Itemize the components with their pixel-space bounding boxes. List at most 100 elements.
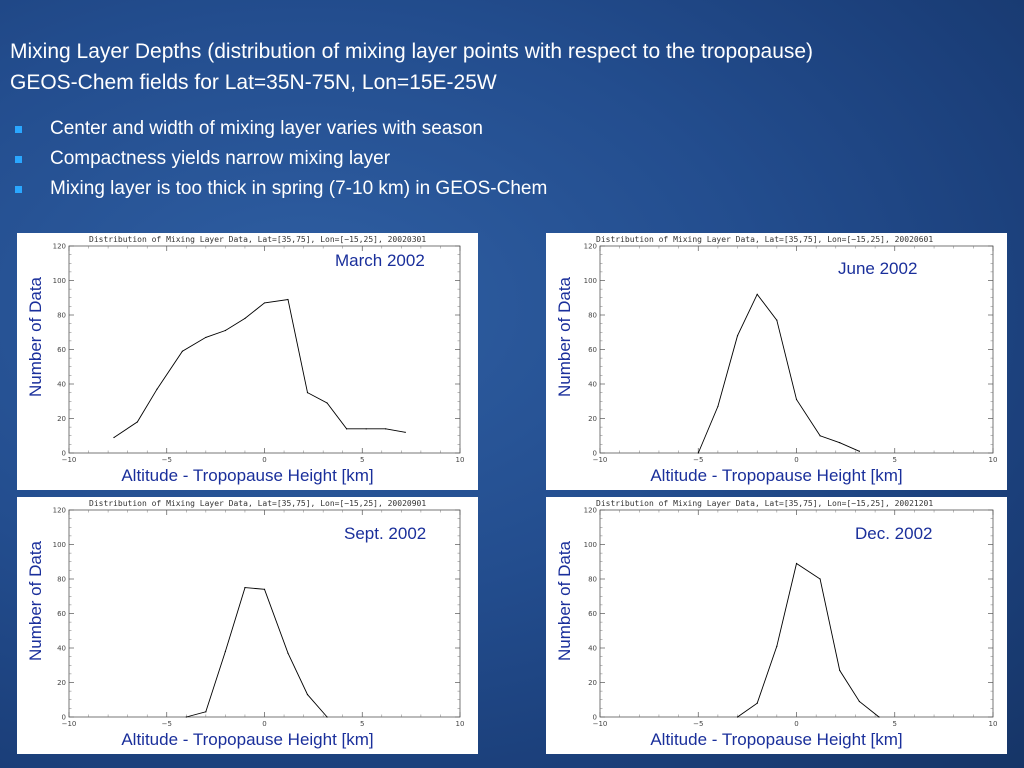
x-tick-label: 10	[989, 456, 998, 464]
x-tick-label: 0	[794, 720, 798, 728]
x-tick-label: 0	[262, 456, 266, 464]
x-tick-label: −5	[162, 720, 172, 728]
title-line-2: GEOS-Chem fields for Lat=35N-75N, Lon=15…	[10, 71, 497, 94]
y-tick-label: 20	[57, 415, 66, 423]
chart-plot-sept: Distribution of Mixing Layer Data, Lat=[…	[53, 499, 465, 728]
x-axis-label: Altitude - Tropopause Height [km]	[121, 730, 374, 749]
data-point	[736, 335, 739, 337]
data-point	[326, 402, 328, 404]
bullet-square-icon	[15, 126, 22, 133]
x-tick-label: −5	[693, 456, 703, 464]
y-tick-label: 120	[584, 243, 597, 251]
y-tick-label: 40	[588, 381, 597, 389]
data-point	[819, 435, 821, 437]
chart-title: Distribution of Mixing Layer Data, Lat=[…	[89, 499, 426, 508]
y-tick-label: 0	[593, 450, 597, 458]
x-tick-label: −10	[62, 720, 77, 728]
y-tick-label: 120	[53, 243, 66, 251]
data-point	[858, 700, 860, 703]
data-point	[113, 436, 115, 439]
bullet-item: Mixing layer is too thick in spring (7-1…	[12, 174, 547, 204]
y-tick-label: 120	[53, 507, 66, 515]
y-tick-label: 120	[584, 507, 597, 515]
y-tick-label: 60	[57, 610, 66, 618]
x-axis-label: Altitude - Tropopause Height [km]	[121, 466, 374, 485]
data-point	[839, 442, 841, 444]
y-tick-label: 40	[57, 645, 66, 653]
chart-annotation: Dec. 2002	[855, 524, 933, 543]
bullet-text: Mixing layer is too thick in spring (7-1…	[50, 178, 548, 199]
y-axis-label: Number of Data	[26, 541, 45, 661]
bullet-text: Compactness yields narrow mixing layer	[50, 148, 391, 169]
y-axis-label-wrapper: Number of Data	[24, 481, 48, 721]
x-tick-label: 5	[360, 456, 364, 464]
x-tick-label: −10	[593, 456, 608, 464]
y-tick-label: 20	[588, 679, 597, 687]
x-tick-label: −5	[693, 720, 703, 728]
chart-plot-dec: Distribution of Mixing Layer Data, Lat=[…	[584, 499, 998, 728]
chart-annotation: Sept. 2002	[344, 524, 427, 543]
data-point	[326, 716, 328, 718]
data-point	[156, 388, 158, 390]
data-point	[263, 588, 266, 590]
y-tick-label: 20	[57, 679, 66, 687]
data-point	[244, 317, 246, 320]
chart-plot-march: Distribution of Mixing Layer Data, Lat=[…	[53, 235, 465, 464]
chart-title: Distribution of Mixing Layer Data, Lat=[…	[596, 235, 933, 244]
data-point	[404, 431, 406, 433]
title-line-1: Mixing Layer Depths (distribution of mix…	[10, 40, 814, 63]
data-point	[346, 428, 348, 430]
y-tick-label: 0	[62, 714, 66, 722]
y-tick-label: 100	[53, 541, 66, 549]
slide-title: Mixing Layer Depths (distribution of mix…	[10, 36, 1010, 98]
chart-plot-june: Distribution of Mixing Layer Data, Lat=[…	[584, 235, 998, 464]
series-line	[186, 587, 328, 718]
data-point	[795, 562, 798, 565]
plot-frame	[599, 245, 994, 454]
chart-panel-sept: Distribution of Mixing Layer Data, Lat=[…	[17, 497, 478, 754]
series-line	[113, 298, 406, 438]
chart-annotation: March 2002	[335, 251, 425, 270]
data-point	[263, 302, 266, 304]
x-tick-label: 0	[262, 720, 266, 728]
bullet-square-icon	[15, 156, 22, 163]
data-point	[776, 645, 778, 647]
y-tick-label: 40	[588, 645, 597, 653]
data-point	[776, 319, 778, 321]
data-point	[306, 392, 309, 394]
y-axis-label-wrapper: Number of Data	[553, 481, 577, 721]
data-point	[185, 716, 187, 718]
y-tick-label: 20	[588, 415, 597, 423]
x-tick-label: 5	[893, 720, 897, 728]
x-tick-label: −5	[162, 456, 172, 464]
data-point	[385, 428, 387, 430]
data-point	[756, 702, 758, 704]
plot-frame	[599, 509, 994, 718]
y-tick-label: 40	[57, 381, 66, 389]
x-tick-label: −10	[62, 456, 77, 464]
y-tick-label: 0	[593, 714, 597, 722]
bullet-item: Center and width of mixing layer varies …	[12, 114, 547, 144]
data-point	[717, 405, 719, 408]
plot-frame	[68, 245, 461, 454]
chart-panel-march: Distribution of Mixing Layer Data, Lat=[…	[17, 233, 478, 490]
chart-panel-dec: Distribution of Mixing Layer Data, Lat=[…	[546, 497, 1007, 754]
y-axis-label-wrapper: Number of Data	[24, 217, 48, 457]
y-tick-label: 60	[588, 610, 597, 618]
chart-title: Distribution of Mixing Layer Data, Lat=[…	[89, 235, 426, 244]
bullet-square-icon	[15, 186, 22, 193]
data-point	[205, 711, 207, 713]
y-axis-label: Number of Data	[555, 277, 574, 397]
chart-title: Distribution of Mixing Layer Data, Lat=[…	[596, 499, 933, 508]
data-point	[224, 650, 226, 653]
data-point	[136, 421, 139, 423]
data-point	[244, 587, 246, 589]
y-tick-label: 0	[62, 450, 66, 458]
data-point	[205, 336, 207, 339]
bullet-text: Center and width of mixing layer varies …	[50, 118, 483, 139]
y-tick-label: 80	[588, 576, 597, 584]
y-tick-label: 100	[53, 277, 66, 285]
y-axis-label: Number of Data	[26, 277, 45, 397]
y-tick-label: 60	[57, 346, 66, 354]
data-point	[839, 669, 841, 672]
